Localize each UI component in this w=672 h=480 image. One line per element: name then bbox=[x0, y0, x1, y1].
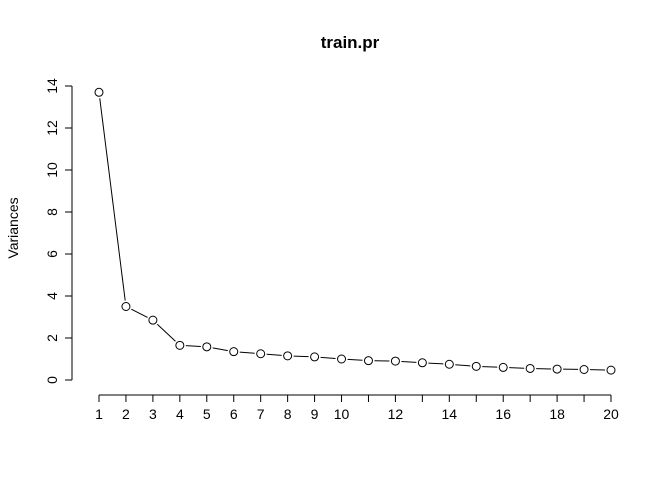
x-tick-label: 6 bbox=[230, 406, 238, 422]
series-line-segment bbox=[401, 360, 417, 363]
x-tick-label: 16 bbox=[495, 406, 511, 422]
series-line-segment bbox=[239, 351, 255, 354]
x-tick-label: 3 bbox=[149, 406, 157, 422]
series-line-segment bbox=[266, 353, 282, 356]
y-axis: 0 2 4 6 8 10 12 14 bbox=[44, 78, 73, 384]
x-axis: 1 2 3 4 5 6 7 8 9 10 12 14 16 18 20 bbox=[95, 394, 619, 422]
x-tick-label: 10 bbox=[334, 406, 350, 422]
data-point bbox=[310, 352, 320, 362]
data-point bbox=[552, 364, 562, 374]
data-point bbox=[579, 365, 589, 374]
series-line-segment bbox=[482, 366, 498, 368]
y-tick-label: 4 bbox=[44, 292, 60, 300]
data-point bbox=[390, 356, 400, 366]
x-tick-label: 4 bbox=[176, 406, 184, 422]
data-point bbox=[471, 361, 481, 371]
data-point bbox=[121, 302, 131, 311]
series-line-segment bbox=[156, 323, 176, 342]
data-point bbox=[94, 87, 104, 97]
series-line-segment bbox=[293, 355, 309, 358]
data-point bbox=[444, 359, 454, 369]
data-point bbox=[229, 347, 239, 357]
y-tick-label: 0 bbox=[44, 376, 60, 384]
y-tick-label: 8 bbox=[44, 208, 60, 216]
data-point bbox=[175, 340, 185, 350]
data-point bbox=[363, 356, 373, 366]
series-line-segment bbox=[212, 347, 228, 352]
x-tick-label: 18 bbox=[549, 406, 565, 422]
data-series bbox=[94, 87, 616, 375]
series-line-segment bbox=[347, 358, 363, 361]
series-line-segment bbox=[320, 356, 336, 360]
x-tick-label: 5 bbox=[203, 406, 211, 422]
y-tick-label: 12 bbox=[44, 120, 60, 136]
series-line-segment bbox=[428, 362, 444, 365]
series-line-segment bbox=[99, 98, 126, 301]
x-tick-label: 8 bbox=[284, 406, 292, 422]
data-point bbox=[417, 358, 427, 368]
chart-title: train.pr bbox=[321, 33, 380, 52]
x-tick-label: 20 bbox=[603, 406, 619, 422]
data-point bbox=[283, 351, 293, 361]
data-point bbox=[525, 363, 535, 373]
data-point bbox=[148, 315, 158, 325]
x-tick-label: 7 bbox=[257, 406, 265, 422]
x-tick-label: 12 bbox=[388, 406, 404, 422]
x-tick-label: 2 bbox=[122, 406, 130, 422]
data-point bbox=[498, 362, 508, 372]
series-line-segment bbox=[131, 308, 148, 318]
data-point bbox=[202, 342, 212, 352]
y-tick-label: 2 bbox=[44, 334, 60, 342]
y-tick-label: 10 bbox=[44, 162, 60, 178]
x-tick-label: 1 bbox=[95, 406, 103, 422]
x-tick-label: 9 bbox=[311, 406, 319, 422]
x-tick-label: 14 bbox=[442, 406, 458, 422]
series-line-segment bbox=[185, 345, 201, 347]
data-point bbox=[256, 349, 266, 359]
series-line-segment bbox=[509, 367, 525, 369]
y-tick-label: 14 bbox=[44, 78, 60, 94]
data-point bbox=[337, 354, 347, 364]
data-point bbox=[606, 365, 616, 375]
y-axis-label: Variances bbox=[5, 197, 21, 258]
y-tick-label: 6 bbox=[44, 250, 60, 258]
series-line-segment bbox=[455, 364, 471, 367]
